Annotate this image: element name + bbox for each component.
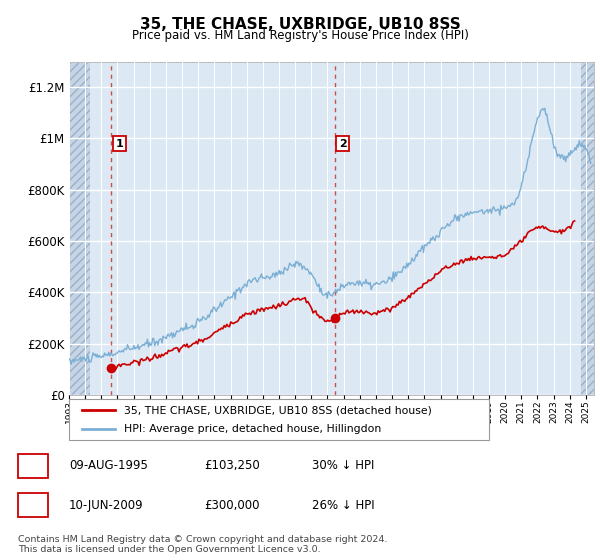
Text: 2: 2 [339, 139, 347, 148]
Text: £103,250: £103,250 [204, 459, 260, 473]
Text: 26% ↓ HPI: 26% ↓ HPI [312, 498, 374, 512]
Text: Contains HM Land Registry data © Crown copyright and database right 2024.
This d: Contains HM Land Registry data © Crown c… [18, 535, 388, 554]
Text: 2: 2 [29, 498, 37, 512]
Text: £300,000: £300,000 [204, 498, 260, 512]
Text: 1: 1 [115, 139, 123, 148]
Text: 30% ↓ HPI: 30% ↓ HPI [312, 459, 374, 473]
Text: 10-JUN-2009: 10-JUN-2009 [69, 498, 143, 512]
Text: Price paid vs. HM Land Registry's House Price Index (HPI): Price paid vs. HM Land Registry's House … [131, 29, 469, 42]
Text: HPI: Average price, detached house, Hillingdon: HPI: Average price, detached house, Hill… [124, 424, 381, 433]
Text: 35, THE CHASE, UXBRIDGE, UB10 8SS: 35, THE CHASE, UXBRIDGE, UB10 8SS [140, 17, 460, 32]
Text: 35, THE CHASE, UXBRIDGE, UB10 8SS (detached house): 35, THE CHASE, UXBRIDGE, UB10 8SS (detac… [124, 405, 431, 415]
Text: 1: 1 [29, 459, 37, 473]
Bar [69, 62, 90, 395]
Bar [581, 62, 594, 395]
Text: 09-AUG-1995: 09-AUG-1995 [69, 459, 148, 473]
